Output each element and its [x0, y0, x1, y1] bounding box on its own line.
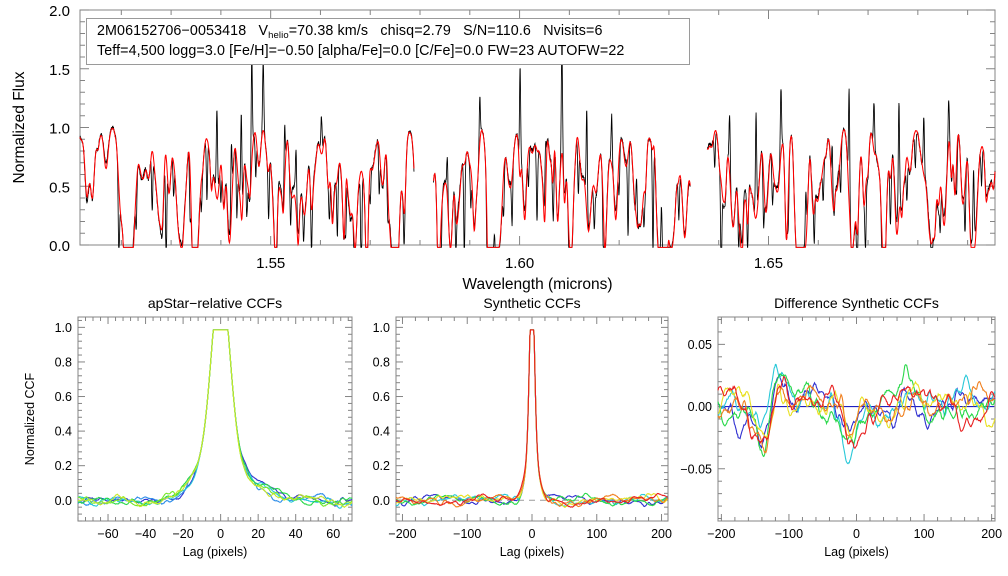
tick-label: 0.6	[55, 390, 72, 404]
tick-label: 100	[586, 527, 607, 541]
x-axis-title: Lag (pixels)	[500, 545, 565, 559]
x-axis-title: Wavelength (microns)	[462, 276, 612, 293]
spectrum-panel: 1.55 1.60 1.65 Wavelength (microns) 0.0 0.5 1.…	[11, 3, 996, 293]
tick-label: 0.4	[55, 425, 72, 439]
tick-label: −0.05	[680, 462, 712, 476]
y-axis-title: Normalized CCF	[23, 372, 37, 465]
ccf-trace	[395, 329, 669, 508]
tick-label: 1.65	[754, 255, 783, 272]
ccf-trace	[77, 329, 353, 508]
ccf-trace	[395, 329, 669, 508]
tick-label: 0.5	[49, 179, 70, 196]
observed-spectrum-trace	[79, 44, 996, 249]
snr-value: S/N=110.6	[463, 23, 531, 39]
tick-label: 0.05	[688, 338, 712, 352]
apstar-relative-ccf-panel: apStar−relative CCFs −60 −40 −20 0 20 40 60 Lag …	[23, 295, 353, 559]
tick-label: 1.55	[256, 255, 285, 272]
ccf-trace	[77, 329, 353, 509]
ccf-trace	[77, 329, 353, 507]
vhelio-value: =70.38 km/s	[288, 23, 369, 39]
apogee-id: 2M06152706−0053418	[97, 23, 247, 39]
ccf-trace	[395, 329, 669, 508]
tick-label: −200	[707, 527, 735, 541]
tick-label: 40	[289, 527, 303, 541]
tick-label: −20	[172, 527, 193, 541]
star-parameter-box: 2M06152706−0053418 Vhelio=70.38 km/s chi…	[86, 18, 690, 66]
tick-label: 0.4	[373, 425, 390, 439]
ccf-trace	[717, 364, 996, 458]
tick-label: −60	[97, 527, 118, 541]
y-axis-title: Normalized Flux	[11, 71, 28, 183]
tick-label: 0.2	[55, 459, 72, 473]
tick-label: −100	[453, 527, 481, 541]
tick-label: 1.0	[49, 121, 70, 138]
panel-title: Difference Synthetic CCFs	[774, 295, 939, 311]
x-axis-title: Lag (pixels)	[183, 545, 248, 559]
tick-label: 0.8	[373, 355, 390, 369]
ccf-trace	[77, 329, 353, 507]
tick-label: 0.0	[49, 238, 70, 255]
tick-label: 0	[217, 527, 224, 541]
tick-label: 0	[529, 527, 536, 541]
tick-label: 0.2	[373, 459, 390, 473]
synthetic-ccf-panel: Synthetic CCFs −200 −100 0 100 200 Lag (pixels…	[373, 295, 672, 559]
ccf-trace	[717, 375, 996, 449]
star-parameter-line-2: Teff=4,500 logg=3.0 [Fe/H]=−0.50 [alpha/…	[97, 43, 625, 60]
tick-label: 0.6	[373, 390, 390, 404]
synthetic-spectrum-trace	[79, 127, 996, 248]
ccf-trace	[77, 329, 353, 506]
ccf-trace	[77, 329, 353, 507]
tick-label: 1.0	[55, 321, 72, 335]
tick-label: 0.0	[373, 494, 390, 508]
tick-label: −200	[388, 527, 416, 541]
ccf-trace	[395, 329, 669, 508]
panel-frame	[77, 316, 353, 522]
tick-label: −100	[775, 527, 803, 541]
tick-label: 100	[914, 527, 935, 541]
tick-label: 200	[651, 527, 672, 541]
panel-title: apStar−relative CCFs	[148, 295, 282, 311]
panel-frame	[395, 316, 669, 522]
tick-label: 1.60	[505, 255, 534, 272]
tick-label: 1.0	[373, 321, 390, 335]
tick-label: 60	[326, 527, 340, 541]
tick-label: −40	[135, 527, 156, 541]
chisq-value: chisq=2.79	[380, 23, 451, 39]
ccf-trace	[395, 329, 669, 507]
difference-synthetic-ccf-panel: Difference Synthetic CCFs −200 −100 0 100 200…	[680, 295, 1002, 559]
panel-title: Synthetic CCFs	[483, 295, 580, 311]
tick-label: 0.0	[55, 494, 72, 508]
vhelio-label: V	[258, 23, 269, 39]
nvisits-value: Nvisits=6	[543, 23, 603, 39]
star-parameter-line-1: 2M06152706−0053418 Vhelio=70.38 km/s chi…	[97, 22, 679, 42]
tick-label: 0.00	[688, 400, 712, 414]
tick-label: 20	[251, 527, 265, 541]
x-axis-title: Lag (pixels)	[824, 545, 889, 559]
tick-label: 1.5	[49, 62, 70, 79]
ccf-trace	[717, 373, 996, 449]
tick-label: 2.0	[49, 3, 70, 20]
vhelio-subscript: helio	[268, 30, 289, 41]
tick-label: 200	[981, 527, 1002, 541]
ccf-trace	[717, 380, 996, 454]
tick-label: 0	[853, 527, 860, 541]
tick-label: 0.8	[55, 355, 72, 369]
ccf-trace	[395, 329, 669, 508]
